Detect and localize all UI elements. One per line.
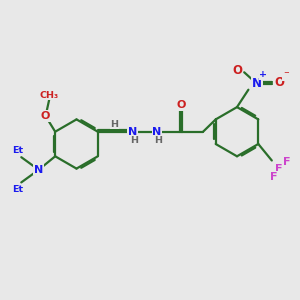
Text: N: N [128, 127, 137, 137]
Text: N: N [252, 77, 262, 90]
Text: H: H [154, 136, 162, 145]
Text: CH₃: CH₃ [40, 91, 59, 100]
Text: F: F [275, 164, 282, 174]
Text: F: F [271, 172, 278, 182]
Text: N: N [152, 127, 161, 137]
Text: H: H [110, 120, 118, 129]
Text: Et: Et [12, 184, 23, 194]
Text: F: F [283, 157, 291, 167]
Text: ⁻: ⁻ [283, 70, 289, 80]
Text: O: O [232, 64, 243, 77]
Text: O: O [41, 111, 50, 121]
Text: N: N [34, 165, 43, 175]
Text: Et: Et [12, 146, 23, 155]
Text: H: H [130, 136, 138, 145]
Text: O: O [177, 100, 186, 110]
Text: +: + [260, 70, 267, 79]
Text: O: O [274, 76, 284, 89]
